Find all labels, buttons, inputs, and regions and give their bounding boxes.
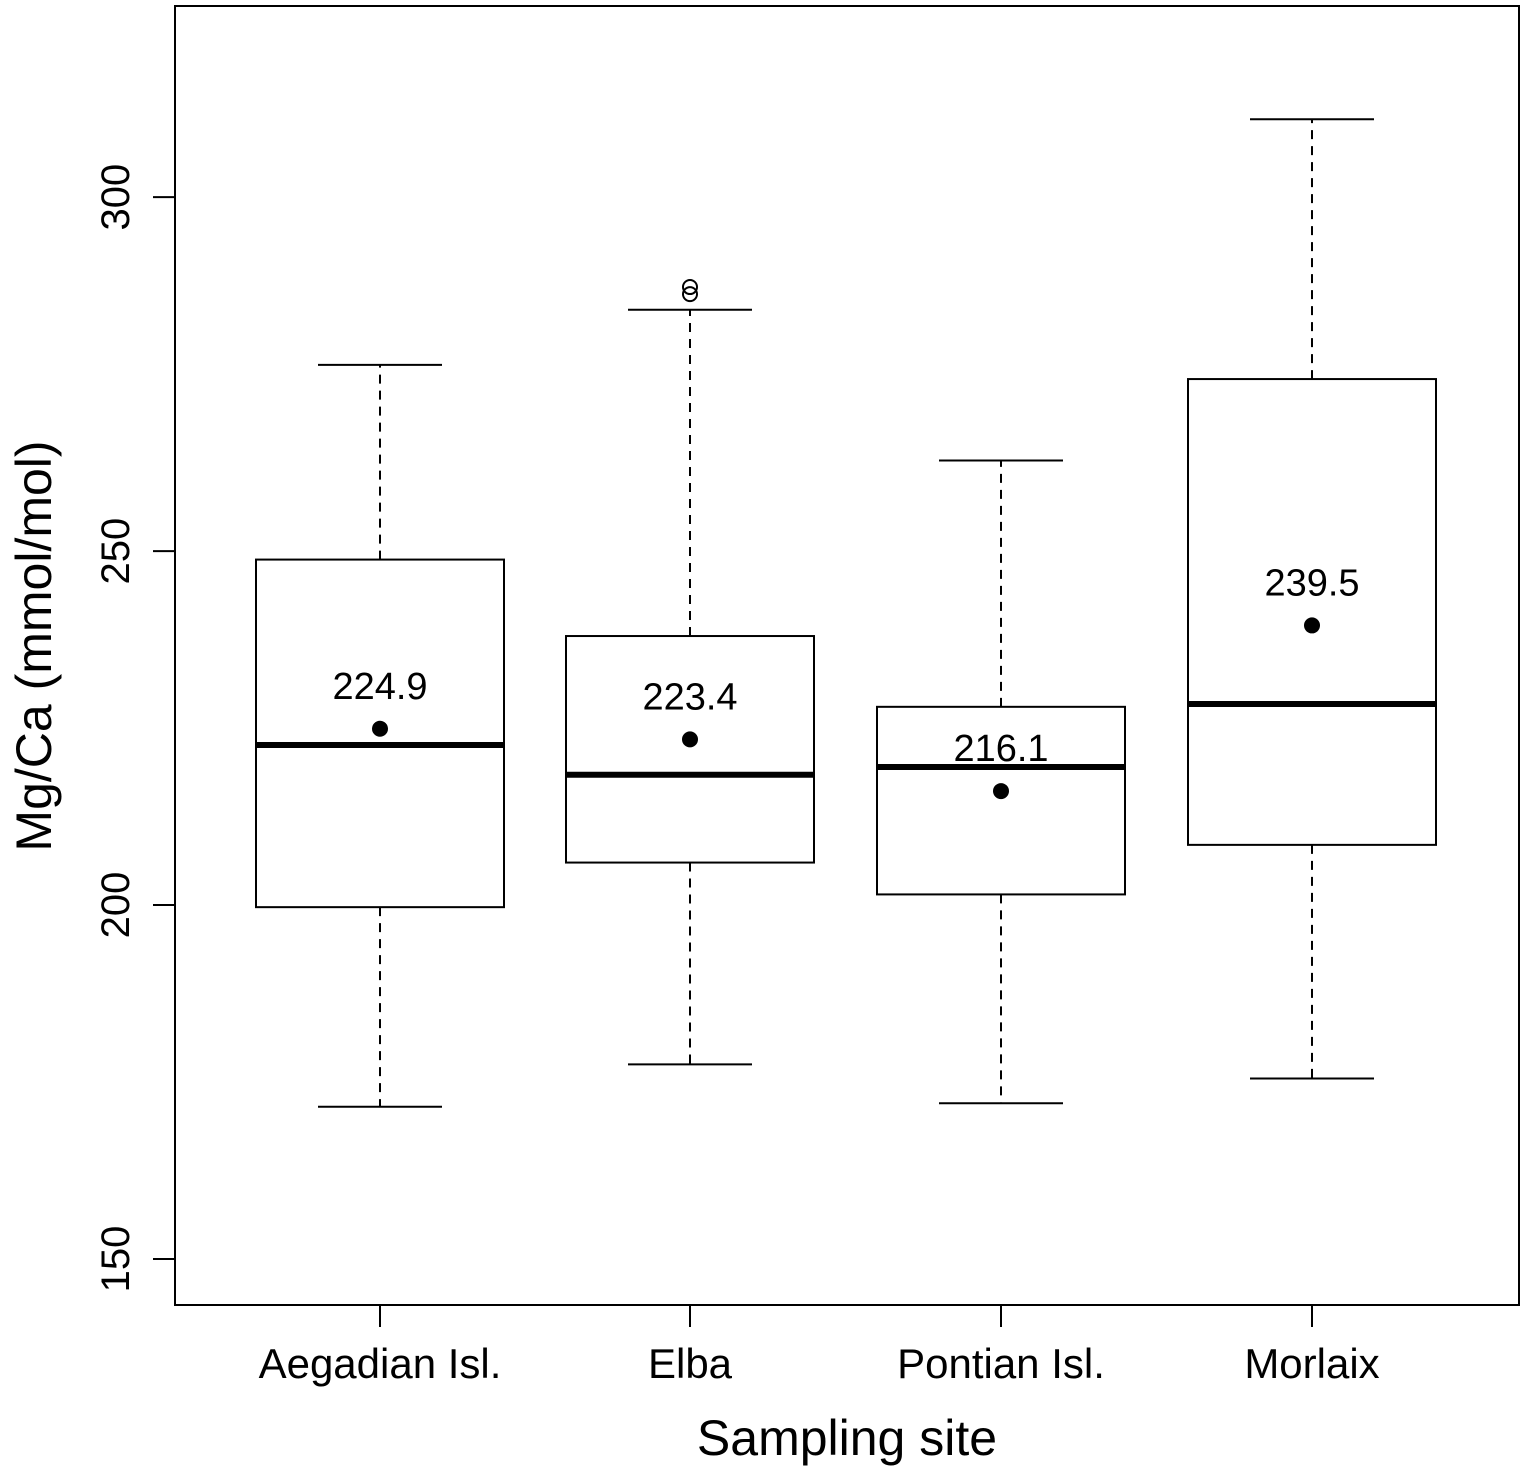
box-body [1187, 378, 1437, 846]
x-axis-title: Sampling site [697, 1410, 997, 1466]
y-tick-label: 250 [94, 518, 138, 585]
mean-label: 216.1 [953, 728, 1048, 770]
y-tick-label: 150 [94, 1226, 138, 1293]
x-tick-label: Elba [648, 1340, 733, 1387]
mean-label: 239.5 [1264, 562, 1359, 604]
mean-point [372, 720, 388, 737]
mean-label: 224.9 [332, 666, 427, 708]
box-body [876, 705, 1126, 896]
y-tick-label: 200 [94, 872, 138, 939]
outlier-point [682, 279, 698, 296]
box-2: 216.1 [876, 459, 1126, 1105]
boxes: 224.9 223.4 216.1 239.5 [255, 118, 1437, 1108]
x-tick-label: Morlaix [1244, 1340, 1379, 1387]
box-3: 239.5 [1187, 118, 1437, 1080]
y-axis: 150 200 250 300 [94, 164, 176, 1293]
x-axis: Aegadian Isl. Elba Pontian Isl. Morlaix [259, 1304, 1380, 1387]
box-body [565, 635, 815, 864]
mean-point [682, 731, 698, 748]
x-tick-label: Pontian Isl. [897, 1340, 1105, 1387]
mean-point [1304, 617, 1320, 634]
mean-point [993, 783, 1009, 800]
box-1: 223.4 [565, 279, 815, 1066]
outlier-point [682, 286, 698, 303]
mean-label: 223.4 [642, 676, 737, 718]
box-0: 224.9 [255, 363, 505, 1108]
y-tick-label: 300 [94, 164, 138, 231]
x-tick-label: Aegadian Isl. [259, 1340, 502, 1387]
y-axis-title: Mg/Ca (mmol/mol) [6, 440, 62, 851]
